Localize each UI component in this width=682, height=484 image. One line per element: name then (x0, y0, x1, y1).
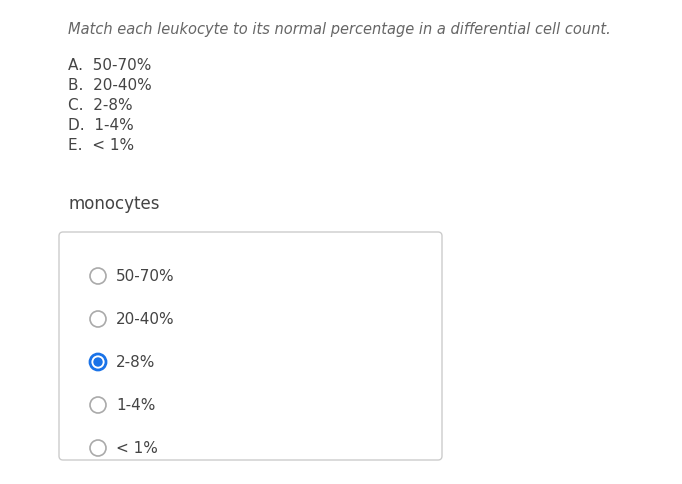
Circle shape (90, 354, 106, 370)
Text: < 1%: < 1% (116, 440, 158, 455)
Text: D.  1-4%: D. 1-4% (68, 118, 134, 133)
Circle shape (90, 397, 106, 413)
Text: 50-70%: 50-70% (116, 269, 175, 284)
Text: 1-4%: 1-4% (116, 398, 155, 413)
Circle shape (94, 358, 102, 366)
Text: 20-40%: 20-40% (116, 312, 175, 327)
Circle shape (90, 311, 106, 327)
Text: B.  20-40%: B. 20-40% (68, 78, 152, 93)
FancyBboxPatch shape (59, 232, 442, 460)
Text: C.  2-8%: C. 2-8% (68, 98, 132, 113)
Text: monocytes: monocytes (68, 195, 160, 212)
Text: Match each leukocyte to its normal percentage in a differential cell count.: Match each leukocyte to its normal perce… (68, 22, 611, 37)
Circle shape (90, 440, 106, 456)
Text: 2-8%: 2-8% (116, 355, 155, 370)
Circle shape (90, 269, 106, 285)
Text: A.  50-70%: A. 50-70% (68, 58, 151, 73)
Text: E.  < 1%: E. < 1% (68, 138, 134, 152)
